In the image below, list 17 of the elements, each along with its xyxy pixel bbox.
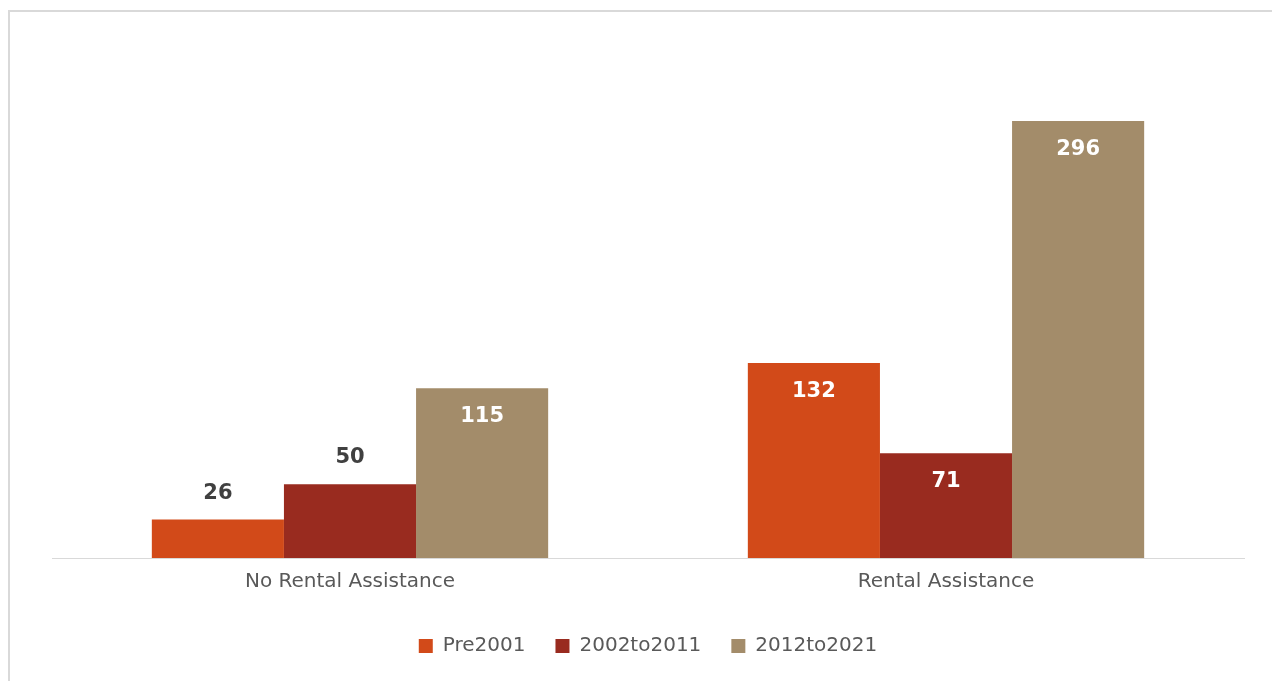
legend-label: 2012to2021 [755,632,878,657]
data-label: 132 [791,378,836,403]
x-tick-label: Rental Assistance [857,568,1035,593]
data-label: 296 [1056,135,1101,160]
legend-label: 2002to2011 [579,632,702,657]
x-tick-label: No Rental Assistance [244,568,456,593]
data-label: 26 [203,479,233,504]
data-label: 50 [335,444,365,469]
bar [283,484,417,558]
data-label: 71 [931,468,961,493]
bar [416,388,549,558]
data-label: 115 [460,403,505,428]
bar [747,363,880,558]
bar [1012,120,1145,558]
bar [879,453,1013,558]
legend-label: Pre2001 [442,632,526,657]
bar [151,519,284,558]
